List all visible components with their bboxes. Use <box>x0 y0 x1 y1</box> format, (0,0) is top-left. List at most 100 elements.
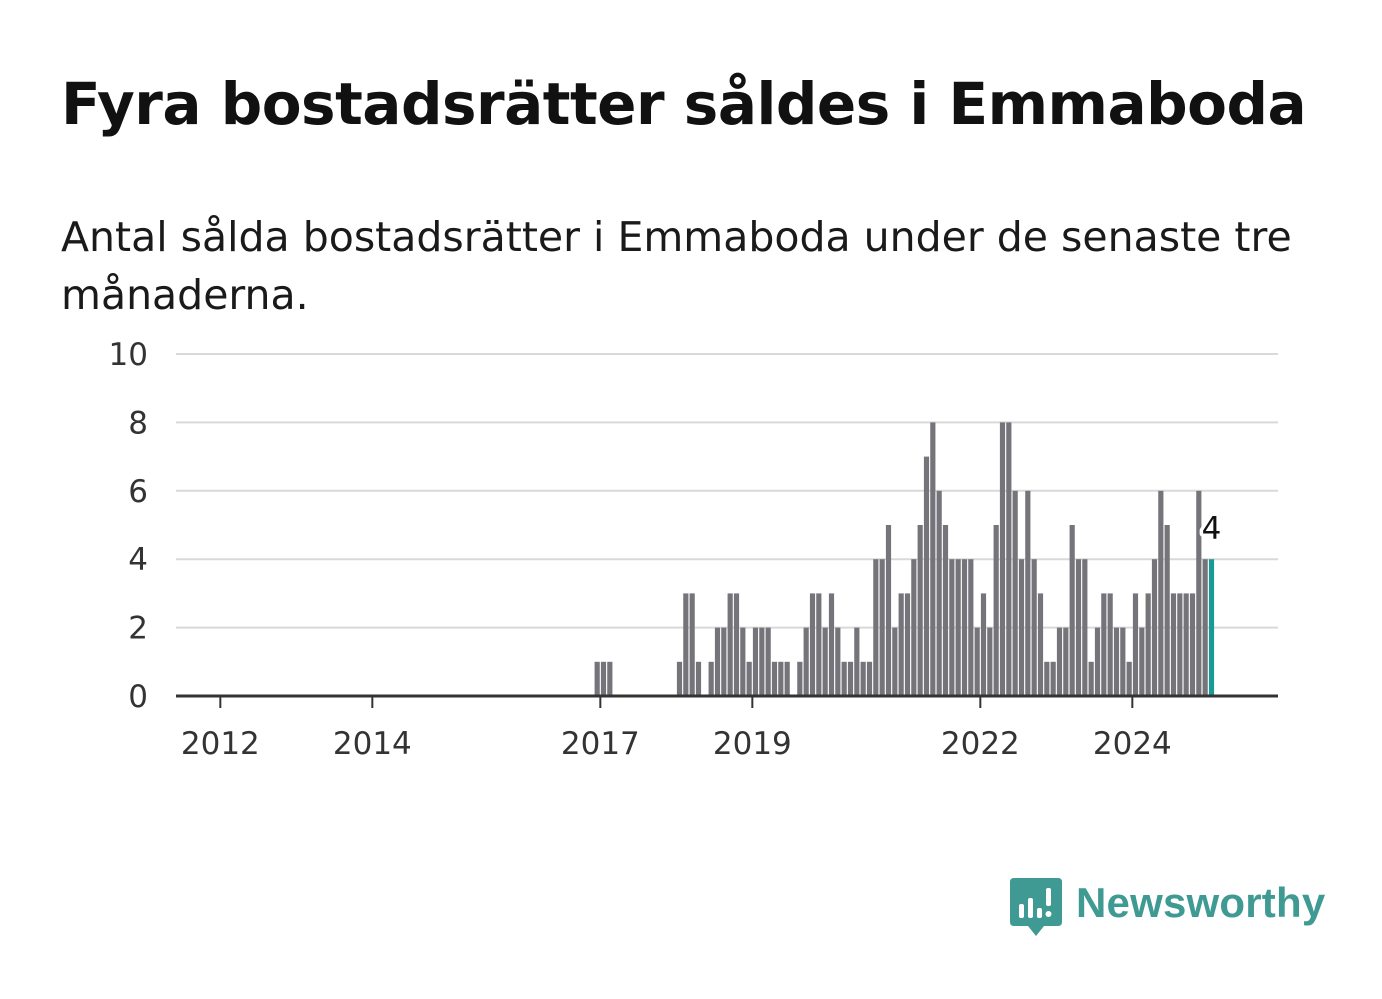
bar <box>898 593 904 696</box>
bar <box>1025 490 1031 696</box>
bar <box>866 661 873 696</box>
bar <box>1082 559 1088 696</box>
bar <box>1012 490 1018 696</box>
bar <box>930 422 936 696</box>
bar <box>993 525 999 696</box>
bar <box>1056 627 1063 696</box>
bar <box>1170 593 1177 696</box>
bar <box>961 559 968 696</box>
y-tick-label: 4 <box>128 542 148 578</box>
y-tick-label: 6 <box>128 474 148 510</box>
bar <box>752 627 759 696</box>
bar <box>1107 593 1113 696</box>
y-axis-ticks: 0 2 4 6 8 10 <box>109 337 148 715</box>
bar <box>809 593 816 696</box>
chart-subtitle: Antal sålda bostadsrätter i Emmaboda und… <box>61 213 1292 319</box>
brand-logo: Newsworthy <box>1010 878 1325 940</box>
bar <box>1202 559 1208 696</box>
gridlines <box>176 353 1278 629</box>
x-tick-label: 2022 <box>941 726 1020 762</box>
x-tick-label: 2024 <box>1093 726 1172 762</box>
bar <box>1044 661 1050 696</box>
bar <box>860 661 866 696</box>
bar <box>980 593 987 696</box>
bar <box>1120 627 1126 696</box>
x-tick-label: 2012 <box>181 726 260 762</box>
bar <box>708 661 714 696</box>
bar <box>942 525 949 696</box>
bar <box>1177 593 1183 696</box>
brand-name: Newsworthy <box>1076 879 1326 926</box>
bar <box>1196 490 1202 696</box>
bar <box>828 593 835 696</box>
bar <box>607 661 613 696</box>
bar <box>1113 627 1120 696</box>
bar <box>873 559 879 696</box>
bar <box>1145 593 1151 696</box>
bar <box>879 559 885 696</box>
bar <box>936 490 942 696</box>
newsworthy-chart-bubble-icon <box>1010 878 1062 936</box>
bar <box>784 661 790 696</box>
bar <box>968 559 974 696</box>
bar <box>1139 627 1145 696</box>
bar <box>600 661 607 696</box>
bar <box>1018 559 1025 696</box>
bar <box>594 661 600 696</box>
bar <box>949 559 955 696</box>
y-tick-label: 2 <box>128 611 148 647</box>
bar <box>999 422 1006 696</box>
chart-title: Fyra bostadsrätter såldes i Emmaboda <box>61 70 1307 138</box>
bar <box>1094 627 1101 696</box>
bar <box>974 627 980 696</box>
bar <box>816 593 822 696</box>
bar <box>911 559 917 696</box>
bar <box>917 525 923 696</box>
bar <box>1031 559 1037 696</box>
bar <box>1189 593 1196 696</box>
bar <box>1126 661 1132 696</box>
bar <box>1158 490 1164 696</box>
bar <box>714 627 721 696</box>
bar <box>740 627 746 696</box>
bar-highlight <box>1208 559 1215 696</box>
bar <box>1069 525 1075 696</box>
bar <box>727 593 733 696</box>
bar <box>695 661 702 696</box>
bar <box>721 627 727 696</box>
bar <box>923 456 930 696</box>
bar <box>1006 422 1012 696</box>
bar <box>822 627 828 696</box>
bar <box>1101 593 1107 696</box>
bar <box>1151 559 1158 696</box>
bar <box>771 661 778 696</box>
x-axis-ticks: 2012 2014 2017 2019 2022 2024 <box>181 696 1172 762</box>
bar <box>689 593 695 696</box>
data-labels: 4 <box>1198 508 1225 551</box>
bar <box>835 627 841 696</box>
bar <box>904 593 911 696</box>
bar <box>746 661 752 696</box>
bar <box>1164 525 1170 696</box>
x-tick-label: 2017 <box>561 726 640 762</box>
data-label: 4 <box>1202 511 1222 547</box>
bar <box>803 627 809 696</box>
bars <box>594 422 1215 696</box>
bar <box>1075 559 1082 696</box>
bar <box>854 627 860 696</box>
bar <box>892 627 898 696</box>
bar <box>765 627 771 696</box>
bar <box>759 627 765 696</box>
bar <box>1050 661 1056 696</box>
bar <box>987 627 993 696</box>
bar <box>797 661 803 696</box>
bar <box>1183 593 1189 696</box>
bar <box>885 525 892 696</box>
bar <box>733 593 740 696</box>
y-tick-label: 10 <box>109 337 148 373</box>
bar <box>1037 593 1044 696</box>
x-tick-label: 2019 <box>713 726 792 762</box>
bar <box>1088 661 1094 696</box>
bar <box>841 661 847 696</box>
